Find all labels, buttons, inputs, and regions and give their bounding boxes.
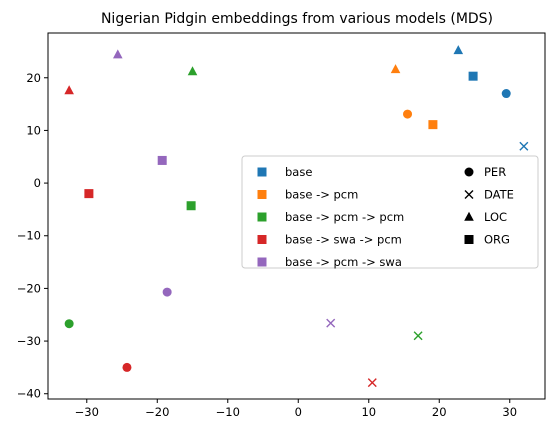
data-points [64,45,529,388]
data-point-2-2 [187,66,198,76]
data-point-4-2 [112,49,123,59]
chart-title: Nigerian Pidgin embeddings from various … [101,11,493,27]
x-tick-label-1: −20 [145,405,169,419]
data-point-0-0 [501,89,511,99]
legend-shape-label-2: LOC [484,210,507,224]
data-point-4-3 [157,155,167,165]
legend-marker-4 [257,257,267,267]
legend-marker-3 [257,235,267,244]
x-tick-label-2: −10 [216,405,240,419]
legend-label-1: base -> pcm [285,188,358,202]
y-tick-label-5: 10 [26,123,41,137]
y-tick-label-0: −40 [17,387,41,401]
x-tick-label-5: 20 [432,405,447,419]
data-point-3-3 [84,189,94,199]
legend-shape-marker-0 [464,167,474,177]
legend-label-3: base -> swa -> pcm [285,233,402,247]
data-point-3-0 [122,362,132,372]
legend-shape-marker-1 [464,190,474,199]
legend-label-4: base -> pcm -> swa [285,255,402,269]
y-axis: −40 −30 −20 −10 0 10 20 [17,71,48,401]
legend-label-2: base -> pcm -> pcm [285,210,404,224]
legend-marker-2 [257,212,267,222]
data-point-4-1 [326,318,336,328]
y-tick-label-6: 20 [26,71,41,85]
legend-shape-marker-2 [464,211,474,221]
data-point-3-2 [64,85,74,95]
plot-frame [47,32,546,400]
data-point-0-2 [453,45,464,55]
data-point-1-0 [403,109,413,119]
legend-marker-1 [257,190,267,199]
legend-box [241,155,539,269]
y-tick-label-1: −30 [17,334,41,348]
data-point-0-1 [519,141,529,151]
x-axis: −30 −20 −10 0 10 20 30 [75,399,517,419]
legend-shape-label-0: PER [484,165,506,179]
data-point-0-3 [468,71,478,81]
data-point-2-0 [64,319,74,329]
legend: base base -> pcm base -> pcm -> pcm base ->… [241,155,539,269]
data-point-4-0 [162,287,172,297]
y-tick-label-2: −20 [17,281,41,295]
x-tick-label-3: 0 [295,405,302,419]
y-tick-label-3: −10 [17,229,41,243]
x-tick-label-6: 30 [502,405,517,419]
data-point-1-2 [428,120,438,130]
data-point-2-1 [413,331,423,341]
x-tick-label-0: −30 [75,405,99,419]
data-point-3-1 [367,378,377,388]
legend-shape-label-1: DATE [484,188,514,202]
legend-marker-0 [257,167,267,177]
x-tick-label-4: 10 [361,405,376,419]
legend-shape-marker-3 [464,235,474,244]
legend-shape-label-3: ORG [484,233,510,247]
y-tick-label-4: 0 [34,176,41,190]
data-point-2-3 [186,201,196,211]
legend-label-0: base [285,165,312,179]
data-point-1-1 [390,64,401,74]
